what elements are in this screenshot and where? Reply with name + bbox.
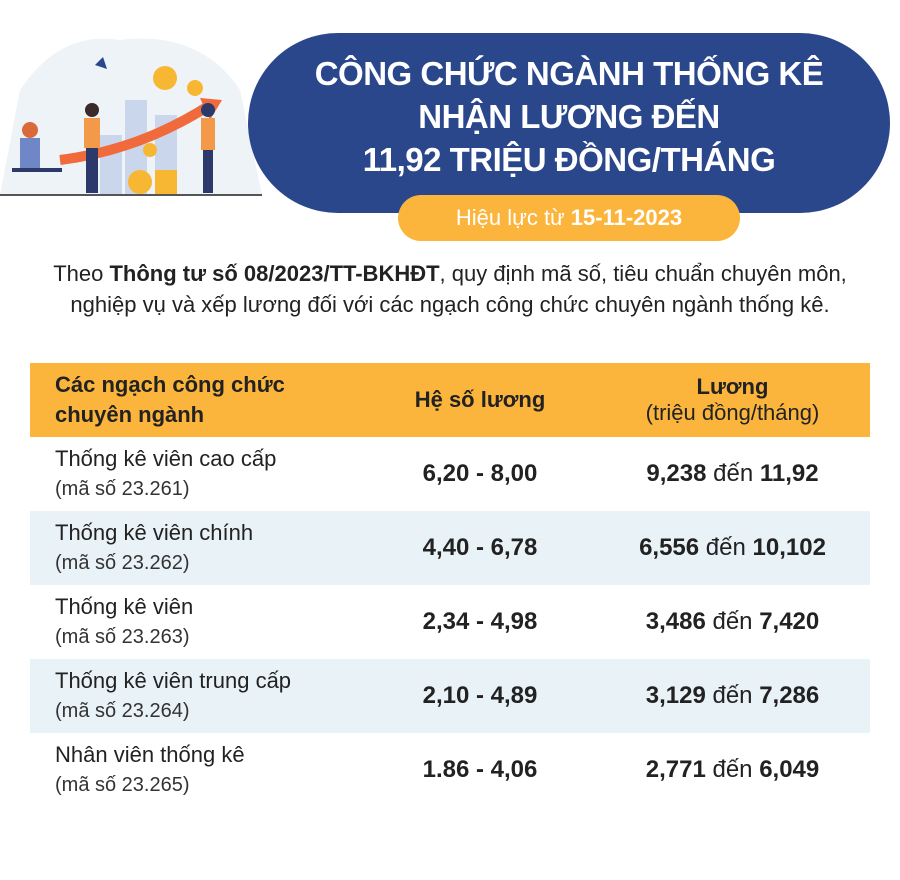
grade-cell: Thống kê viên trung cấp (mã số 23.264) <box>30 659 365 733</box>
grade-name: Nhân viên thống kê <box>55 742 245 767</box>
coefficient-cell: 6,20 - 8,00 <box>422 460 538 487</box>
grade-name: Thống kê viên <box>55 594 194 619</box>
grade-code: (mã số 23.264) <box>55 700 190 722</box>
table-row: Nhân viên thống kê (mã số 23.265) 1.86 - … <box>30 733 870 807</box>
table-row: Thống kê viên (mã số 23.263) 2,34 - 4,98 … <box>30 585 870 659</box>
salary-cell: 3,486 đến 7,420 <box>595 585 870 659</box>
grade-name: Thống kê viên chính <box>55 520 254 545</box>
grade-name: Thống kê viên cao cấp <box>55 446 277 471</box>
header-salary-unit: (triệu đồng/tháng) <box>645 400 820 425</box>
effective-date-badge: Hiệu lực từ 15-11-2023 <box>398 195 740 241</box>
grade-code: (mã số 23.261) <box>55 478 190 500</box>
grade-cell: Thống kê viên cao cấp (mã số 23.261) <box>30 437 365 511</box>
grade-cell: Thống kê viên chính (mã số 23.262) <box>30 511 365 585</box>
growth-illustration <box>0 38 262 196</box>
intro-prefix: Theo <box>53 261 104 286</box>
title-banner: CÔNG CHỨC NGÀNH THỐNG KÊ NHẬN LƯƠNG ĐẾN … <box>248 33 890 213</box>
coefficient-cell: 2,10 - 4,89 <box>365 659 595 733</box>
table-row: Thống kê viên cao cấp (mã số 23.261) 6,20… <box>30 437 870 511</box>
grade-cell: Thống kê viên (mã số 23.263) <box>30 585 365 659</box>
salary-min: 6,556 <box>639 534 700 561</box>
salary-max: 10,102 <box>752 534 826 561</box>
header-coefficient: Hệ số lương <box>365 363 595 437</box>
salary-sep: đến <box>713 460 754 487</box>
salary-max: 11,92 <box>759 460 819 487</box>
salary-sep: đến <box>712 682 753 709</box>
salary-sep: đến <box>712 608 753 635</box>
coefficient-cell: 1.86 - 4,06 <box>422 756 538 783</box>
coefficient-cell: 4,40 - 6,78 <box>365 511 595 585</box>
intro-document: Thông tư số 08/2023/TT-BKHĐT <box>109 261 440 286</box>
grade-cell: Nhân viên thống kê (mã số 23.265) <box>30 733 365 807</box>
salary-table: Các ngạch công chức chuyên ngành Hệ số l… <box>30 363 870 807</box>
salary-max: 7,286 <box>759 682 820 709</box>
intro-suffix: , quy định mã số, tiêu chuẩn chuyên môn,… <box>70 261 847 317</box>
table-row: Thống kê viên chính (mã số 23.262) 4,40 -… <box>30 511 870 585</box>
effective-date: 15-11-2023 <box>570 205 683 230</box>
title-line: 11,92 TRIỆU ĐỒNG/THÁNG <box>362 140 776 178</box>
salary-cell: 3,129 đến 7,286 <box>595 659 870 733</box>
table-header: Các ngạch công chức chuyên ngành Hệ số l… <box>30 363 870 437</box>
salary-cell: 9,238 đến 11,92 <box>595 437 870 511</box>
salary-cell: 6,556 đến 10,102 <box>595 511 870 585</box>
grade-code: (mã số 23.262) <box>55 552 190 574</box>
header-salary: Lương (triệu đồng/tháng) <box>595 363 870 437</box>
salary-min: 9,238 <box>646 460 707 487</box>
salary-sep: đến <box>705 534 746 561</box>
effective-prefix: Hiệu lực từ <box>455 205 565 230</box>
grade-code: (mã số 23.265) <box>55 774 190 796</box>
salary-min: 3,129 <box>645 682 706 709</box>
salary-cell: 2,771 đến 6,049 <box>595 733 870 807</box>
grade-code: (mã số 23.263) <box>55 626 190 648</box>
title-line: NHẬN LƯƠNG ĐẾN <box>418 97 720 135</box>
salary-sep: đến <box>712 756 753 783</box>
salary-min: 3,486 <box>645 608 706 635</box>
table-row: Thống kê viên trung cấp (mã số 23.264) 2,… <box>30 659 870 733</box>
title-line: CÔNG CHỨC NGÀNH THỐNG KÊ <box>314 54 824 92</box>
salary-max: 7,420 <box>759 608 820 635</box>
grade-name: Thống kê viên trung cấp <box>55 668 292 693</box>
intro-text: Theo Thông tư số 08/2023/TT-BKHĐT, quy đ… <box>40 258 860 320</box>
header-salary-label: Lương <box>696 374 769 399</box>
salary-max: 6,049 <box>759 756 820 783</box>
coefficient-cell: 2,34 - 4,98 <box>422 608 538 635</box>
salary-min: 2,771 <box>645 756 706 783</box>
header-grade: Các ngạch công chức chuyên ngành <box>30 363 365 437</box>
